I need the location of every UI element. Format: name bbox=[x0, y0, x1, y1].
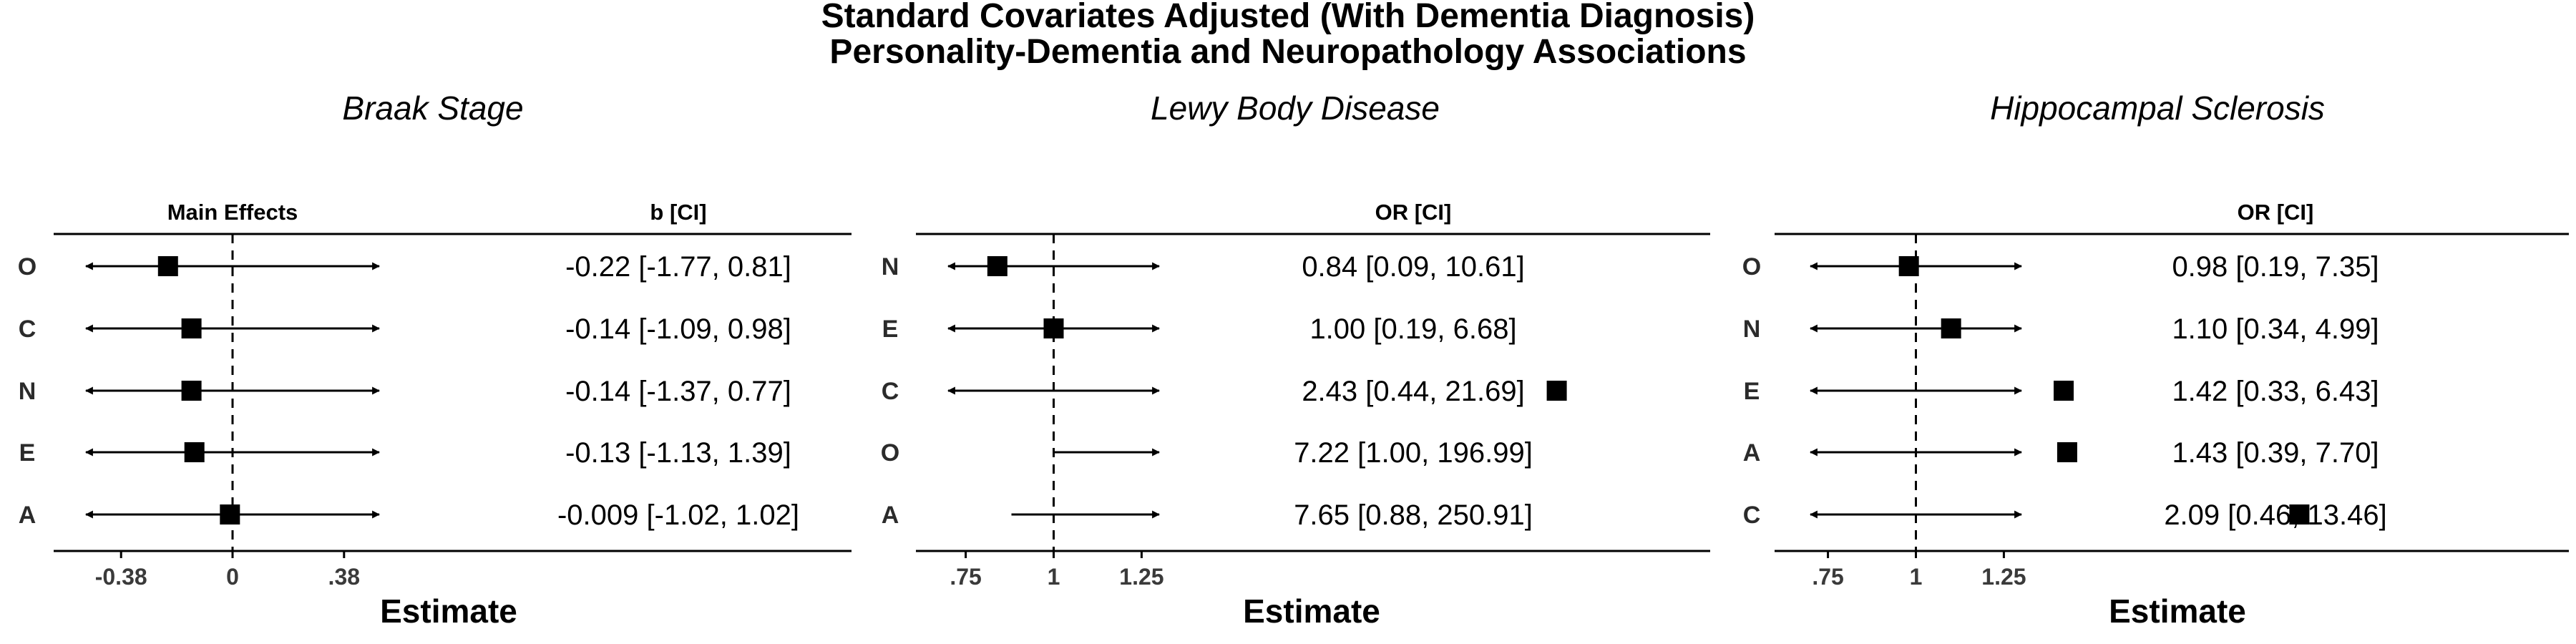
x-axis-label: Estimate bbox=[1243, 592, 1380, 630]
tick-label: 1 bbox=[1048, 564, 1060, 590]
estimate-marker bbox=[184, 442, 205, 462]
row-label: N bbox=[882, 253, 899, 280]
estimate-marker bbox=[1043, 318, 1064, 338]
forest-row: N -0.14 [-1.37, 0.77] bbox=[19, 376, 791, 407]
ci-text: 1.00 [0.19, 6.68] bbox=[1309, 313, 1516, 345]
ci-text: 1.43 [0.39, 7.70] bbox=[2172, 437, 2379, 469]
ci-text: -0.13 [-1.13, 1.39] bbox=[565, 437, 791, 469]
ci-text: -0.14 [-1.09, 0.98] bbox=[565, 313, 791, 345]
forest-row: N 0.84 [0.09, 10.61] bbox=[882, 251, 1525, 283]
forest-row: E 1.00 [0.19, 6.68] bbox=[882, 313, 1517, 345]
ci-text: 0.98 [0.19, 7.35] bbox=[2172, 251, 2379, 283]
ci-text: 2.43 [0.44, 21.69] bbox=[1302, 376, 1524, 407]
row-label: N bbox=[19, 378, 36, 405]
estimate-marker bbox=[181, 318, 202, 338]
ci-text: 1.42 [0.33, 6.43] bbox=[2172, 376, 2379, 407]
panel-3: Hippocampal Sclerosis OR [CI] O 0.98 [0.19,… bbox=[1742, 89, 2569, 630]
tick-label: -0.38 bbox=[95, 564, 147, 590]
row-label: A bbox=[1743, 439, 1761, 467]
ci-text: 1.10 [0.34, 4.99] bbox=[2172, 313, 2379, 345]
ci-column-header: OR [CI] bbox=[1375, 200, 1452, 225]
ci-text: 2.09 [0.46, 13.46] bbox=[2164, 499, 2386, 531]
row-label: E bbox=[19, 439, 36, 467]
tick-label: 1.25 bbox=[1981, 564, 2026, 590]
estimate-marker bbox=[1546, 381, 1567, 401]
x-axis-label: Estimate bbox=[380, 592, 517, 630]
estimate-marker bbox=[157, 256, 178, 276]
row-label: C bbox=[19, 316, 36, 343]
forest-row: N 1.10 [0.34, 4.99] bbox=[1743, 313, 2379, 345]
panel-title: Lewy Body Disease bbox=[1151, 89, 1440, 127]
ci-text: 7.22 [1.00, 196.99] bbox=[1294, 437, 1533, 469]
estimate-marker bbox=[2054, 381, 2074, 401]
forest-row: E -0.13 [-1.13, 1.39] bbox=[19, 437, 791, 469]
estimate-marker bbox=[1941, 318, 1961, 338]
forest-row: C 2.43 [0.44, 21.69] bbox=[882, 376, 1567, 407]
forest-row: A 7.65 [0.88, 250.91] bbox=[882, 499, 1533, 531]
row-label: E bbox=[1744, 378, 1760, 405]
row-label: C bbox=[1743, 502, 1761, 529]
panel-1: Braak Stage Main Effects b [CI] O -0.22 [-1.… bbox=[18, 89, 852, 630]
ci-text: 7.65 [0.88, 250.91] bbox=[1294, 499, 1533, 531]
forest-row: E 1.42 [0.33, 6.43] bbox=[1744, 376, 2379, 407]
forest-row: O 0.98 [0.19, 7.35] bbox=[1742, 251, 2379, 283]
estimate-marker bbox=[987, 256, 1008, 276]
figure-title-line-1: Standard Covariates Adjusted (With Demen… bbox=[821, 0, 1755, 35]
main-effects-header: Main Effects bbox=[167, 200, 298, 225]
tick-label: .38 bbox=[328, 564, 360, 590]
estimate-marker bbox=[181, 381, 202, 401]
row-label: N bbox=[1743, 316, 1761, 343]
estimate-marker bbox=[1898, 256, 1919, 276]
ci-text: 0.84 [0.09, 10.61] bbox=[1302, 251, 1524, 283]
estimate-marker bbox=[2289, 504, 2310, 525]
row-label: O bbox=[881, 439, 899, 467]
ci-text: -0.14 [-1.37, 0.77] bbox=[565, 376, 791, 407]
forest-row: A 1.43 [0.39, 7.70] bbox=[1743, 437, 2379, 469]
x-axis-label: Estimate bbox=[2109, 592, 2246, 630]
ci-column-header: b [CI] bbox=[650, 200, 706, 225]
tick-label: 0 bbox=[226, 564, 239, 590]
forest-row: C -0.14 [-1.09, 0.98] bbox=[19, 313, 791, 345]
figure-title-line-2: Personality-Dementia and Neuropathology … bbox=[829, 33, 1746, 71]
tick-label: 1 bbox=[1910, 564, 1923, 590]
tick-label: 1.25 bbox=[1119, 564, 1163, 590]
forest-row: C 2.09 [0.46, 13.46] bbox=[1743, 499, 2387, 531]
panels-container: Braak Stage Main Effects b [CI] O -0.22 [-1.… bbox=[18, 89, 2569, 630]
panel-title: Hippocampal Sclerosis bbox=[1990, 89, 2325, 127]
row-label: C bbox=[882, 378, 899, 405]
forest-row: O -0.22 [-1.77, 0.81] bbox=[18, 251, 791, 283]
panel-title: Braak Stage bbox=[342, 89, 523, 127]
row-label: A bbox=[882, 502, 899, 529]
ci-column-header: OR [CI] bbox=[2238, 200, 2314, 225]
tick-label: .75 bbox=[950, 564, 981, 590]
row-label: O bbox=[1742, 253, 1761, 280]
forest-row: O 7.22 [1.00, 196.99] bbox=[881, 437, 1533, 469]
forest-row: A -0.009 [-1.02, 1.02] bbox=[19, 499, 799, 531]
tick-label: .75 bbox=[1812, 564, 1843, 590]
row-label: E bbox=[882, 316, 899, 343]
estimate-marker bbox=[220, 504, 240, 525]
panel-2: Lewy Body Disease OR [CI] N 0.84 [0.09, 10.… bbox=[881, 89, 1710, 630]
ci-text: -0.009 [-1.02, 1.02] bbox=[557, 499, 799, 531]
row-label: O bbox=[18, 253, 36, 280]
row-label: A bbox=[19, 502, 36, 529]
ci-text: -0.22 [-1.77, 0.81] bbox=[565, 251, 791, 283]
estimate-marker bbox=[2057, 442, 2077, 462]
